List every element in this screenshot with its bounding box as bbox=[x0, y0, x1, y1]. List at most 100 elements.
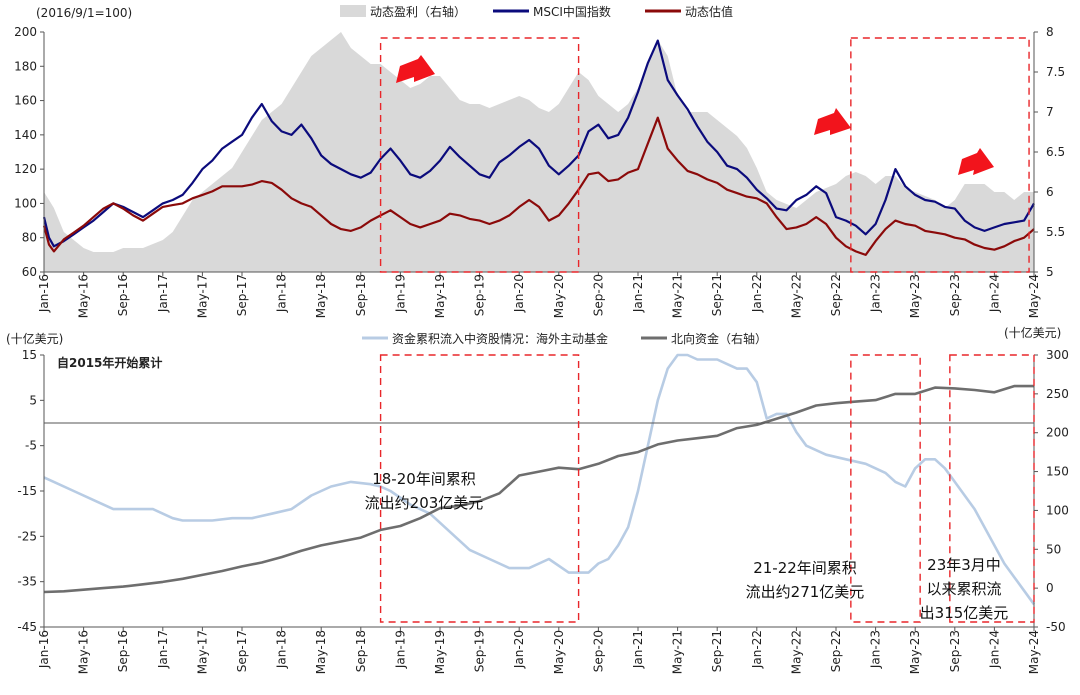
annotation-18-20-line2: 流出约203亿美元 bbox=[365, 494, 484, 512]
y-tick-label-right: 200 bbox=[1046, 426, 1069, 440]
bottom-left-unit: (十亿美元) bbox=[6, 331, 63, 346]
y-tick-label-left: 120 bbox=[14, 162, 37, 176]
top-plot: 200 180 160 140 120 100 80 60 8 7.5 7 6.5 6 5.5 5 Jan-1… bbox=[14, 25, 1065, 318]
series-area-profit bbox=[44, 32, 1034, 272]
y-tick-label-right: 300 bbox=[1046, 348, 1069, 362]
x-tick-label: Jan-17 bbox=[156, 274, 170, 313]
x-tick-label: Sep-19 bbox=[473, 630, 487, 672]
y-tick-label-right: 6.5 bbox=[1046, 145, 1065, 159]
highlight-box bbox=[379, 354, 580, 623]
bottom-plot: 15 5 -5 -15 -25 -35 -45 300 250 200 150 100 50 0 -50 Ja… bbox=[17, 348, 1069, 674]
annotation-23-line3: 出315亿美元 bbox=[920, 604, 1009, 622]
y-tick-label-right: 0 bbox=[1046, 581, 1054, 595]
x-tick-label: May-21 bbox=[671, 274, 685, 318]
y-tick-label-right: 6 bbox=[1046, 185, 1054, 199]
x-tick-label: Jan-22 bbox=[750, 630, 764, 669]
x-tick-label: Jan-24 bbox=[987, 630, 1001, 669]
y-tick-label-left: -45 bbox=[17, 620, 37, 634]
bottom-subtitle: 自2015年开始累计 bbox=[57, 355, 162, 370]
y-tick-label-right: 7.5 bbox=[1046, 65, 1065, 79]
y-tick-label-left: -25 bbox=[17, 529, 37, 543]
y-tick-label-left: 200 bbox=[14, 25, 37, 39]
x-tick-label: Jan-16 bbox=[37, 630, 51, 669]
x-tick-label: Sep-16 bbox=[116, 630, 130, 672]
y-tick-label-right: 250 bbox=[1046, 387, 1069, 401]
x-tick-label: Sep-23 bbox=[948, 630, 962, 672]
x-tick-label: Sep-21 bbox=[710, 630, 724, 672]
y-tick-label-left: 140 bbox=[14, 128, 37, 142]
x-tick-label: Sep-22 bbox=[829, 274, 843, 316]
x-tick-label: Jan-21 bbox=[631, 274, 645, 313]
x-tick-label: Jan-24 bbox=[987, 274, 1001, 313]
arrow-icon bbox=[814, 108, 851, 135]
x-tick-label: May-17 bbox=[195, 630, 209, 674]
annotation-23-line2: 以来累积流 bbox=[926, 580, 1001, 598]
x-tick-label: Jan-22 bbox=[750, 274, 764, 313]
legend-msci-label: MSCI中国指数 bbox=[533, 4, 611, 19]
x-tick-label: Jan-19 bbox=[393, 630, 407, 669]
x-tick-label: Sep-16 bbox=[116, 274, 130, 316]
x-tick-label: Sep-17 bbox=[235, 630, 249, 672]
y-tick-label-left: 15 bbox=[22, 348, 37, 362]
y-tick-label-left: -15 bbox=[17, 484, 37, 498]
x-tick-label: Sep-22 bbox=[829, 630, 843, 672]
y-tick-label-left: -5 bbox=[25, 439, 37, 453]
x-tick-label: May-19 bbox=[433, 274, 447, 318]
legend-northbound-label: 北向资金（右轴） bbox=[671, 331, 767, 346]
x-tick-label: May-22 bbox=[789, 274, 803, 318]
y-tick-label-right: 7 bbox=[1046, 105, 1054, 119]
y-tick-label-left: 100 bbox=[14, 196, 37, 210]
series-line-msci bbox=[42, 39, 1035, 248]
y-tick-label-left: 60 bbox=[22, 265, 37, 279]
y-tick-label-left: -35 bbox=[17, 575, 37, 589]
y-tick-label-right: 100 bbox=[1046, 503, 1069, 517]
y-tick-label-right: 150 bbox=[1046, 465, 1069, 479]
series-line-valuation bbox=[42, 116, 1035, 256]
x-tick-label: May-16 bbox=[77, 274, 91, 318]
series-line-northbound bbox=[43, 384, 1034, 594]
y-tick-label-right: 5 bbox=[1046, 265, 1054, 279]
x-tick-label: May-19 bbox=[433, 630, 447, 674]
x-tick-label: Sep-21 bbox=[710, 274, 724, 316]
legend-valuation-label: 动态估值 bbox=[685, 4, 733, 19]
highlight-box bbox=[850, 37, 1030, 273]
x-tick-label: Jan-18 bbox=[275, 274, 289, 313]
legend-profit-label: 动态盈利（右轴） bbox=[370, 4, 466, 19]
x-tick-label: Jan-20 bbox=[512, 630, 526, 669]
x-tick-label: Jan-19 bbox=[393, 274, 407, 313]
legend-profit-swatch bbox=[340, 5, 366, 17]
x-tick-label: Sep-23 bbox=[948, 274, 962, 316]
x-tick-label: Jan-17 bbox=[156, 630, 170, 669]
series-line-active-funds bbox=[43, 353, 1036, 606]
x-tick-label: May-18 bbox=[314, 630, 328, 674]
x-tick-label: May-21 bbox=[671, 630, 685, 674]
arrow-icon bbox=[958, 148, 994, 175]
x-tick-label: Sep-19 bbox=[473, 274, 487, 316]
x-tick-label: May-17 bbox=[195, 274, 209, 318]
x-tick-label: May-23 bbox=[908, 274, 922, 318]
annotations: 18-20年间累积 流出约203亿美元 21-22年间累积 流出约271亿美元 … bbox=[365, 470, 1009, 622]
x-tick-label: Sep-18 bbox=[354, 274, 368, 316]
arrow-icon bbox=[396, 55, 435, 83]
y-tick-label-left: 160 bbox=[14, 94, 37, 108]
bottom-legend: 资金累积流入中资股情况：海外主动基金 北向资金（右轴） bbox=[362, 331, 767, 346]
y-tick-label-right: 5.5 bbox=[1046, 225, 1065, 239]
x-tick-label: May-24 bbox=[1027, 630, 1041, 674]
highlight-box bbox=[949, 354, 1035, 623]
x-tick-label: May-20 bbox=[552, 630, 566, 674]
legend-active-funds-label: 资金累积流入中资股情况：海外主动基金 bbox=[392, 331, 608, 346]
x-tick-label: May-24 bbox=[1027, 274, 1041, 318]
x-tick-label: Sep-17 bbox=[235, 274, 249, 316]
y-tick-label-left: 80 bbox=[22, 231, 37, 245]
annotation-21-22-line2: 流出约271亿美元 bbox=[746, 583, 865, 601]
x-tick-label: May-20 bbox=[552, 274, 566, 318]
x-tick-label: Jan-16 bbox=[37, 274, 51, 313]
y-tick-label-right: 8 bbox=[1046, 25, 1054, 39]
x-tick-label: May-18 bbox=[314, 274, 328, 318]
x-tick-label: Sep-18 bbox=[354, 630, 368, 672]
x-tick-label: May-16 bbox=[77, 630, 91, 674]
top-left-unit: (2016/9/1=100) bbox=[36, 6, 132, 20]
y-tick-label-left: 5 bbox=[29, 393, 37, 407]
